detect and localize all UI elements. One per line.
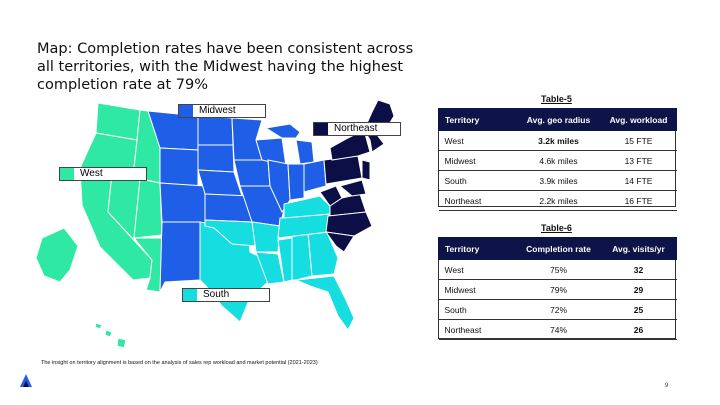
- table-cell: 15 FTE: [600, 130, 677, 151]
- table-cell: 32: [600, 259, 677, 280]
- table-cell: Midwest: [438, 279, 517, 300]
- state-ia: [233, 159, 271, 187]
- table6-caption: Table-6: [541, 223, 572, 233]
- table-cell: Midwest: [438, 150, 517, 171]
- table5-header: Avg. geo radius: [516, 108, 601, 131]
- northeast-region: [319, 99, 395, 253]
- table5-header: Avg. workload: [600, 108, 677, 131]
- table-cell: 25: [600, 299, 677, 320]
- legend-northeast: Northeast: [313, 122, 401, 136]
- state-fl: [294, 275, 355, 331]
- state-sd: [197, 144, 235, 173]
- state-ny: [329, 129, 371, 161]
- state-ne: [197, 169, 243, 197]
- state-nc: [325, 211, 373, 237]
- table-cell: 13 FTE: [600, 150, 677, 171]
- legend-south-label: South: [203, 289, 230, 300]
- legend-midwest-label: Midwest: [199, 105, 236, 116]
- table-cell: 75%: [516, 259, 601, 280]
- legend-south: South: [182, 288, 270, 302]
- state-wy: [159, 147, 199, 187]
- legend-west: West: [59, 167, 147, 181]
- table-cell: 3.2k miles: [516, 130, 601, 151]
- table5: Territory Avg. geo radius Avg. workload …: [438, 108, 677, 211]
- table-row: West 3.2k miles 15 FTE: [438, 130, 677, 151]
- state-sc: [324, 231, 355, 253]
- table-cell: 26: [600, 319, 677, 340]
- table-cell: Northeast: [438, 190, 517, 211]
- table-cell: 72%: [516, 299, 601, 320]
- state-nd: [197, 115, 234, 146]
- legend-northeast-label: Northeast: [334, 123, 378, 134]
- northeast-swatch: [314, 123, 328, 135]
- table-cell: West: [438, 130, 517, 151]
- state-va: [329, 193, 367, 217]
- table-row: Midwest 4.6k miles 13 FTE: [438, 150, 677, 171]
- table-row: West 75% 32: [438, 259, 677, 280]
- state-mn: [231, 117, 263, 161]
- table-cell: 74%: [516, 319, 601, 340]
- state-co: [159, 182, 206, 226]
- table-cell: South: [438, 170, 517, 191]
- table5-caption: Table-5: [541, 94, 572, 104]
- midwest-region: [147, 110, 327, 293]
- state-md: [338, 179, 367, 197]
- table6-header: Avg. visits/yr: [600, 237, 677, 260]
- table-cell: 4.6k miles: [516, 150, 601, 171]
- table-cell: South: [438, 299, 517, 320]
- table6-header: Completion rate: [516, 237, 601, 260]
- table-cell: 3.9k miles: [516, 170, 601, 191]
- table-row: Northeast 2.2k miles 16 FTE: [438, 190, 677, 211]
- midwest-swatch: [179, 105, 193, 117]
- west-swatch: [60, 168, 74, 180]
- state-oh: [303, 159, 327, 193]
- table-cell: Northeast: [438, 319, 517, 340]
- table-row: South 72% 25: [438, 299, 677, 320]
- table-cell: 16 FTE: [600, 190, 677, 211]
- page-number: 9: [665, 383, 669, 389]
- south-swatch: [183, 289, 197, 301]
- state-ak: [35, 227, 79, 283]
- west-region: [35, 102, 163, 349]
- table-cell: 14 FTE: [600, 170, 677, 191]
- state-nm: [159, 221, 201, 293]
- table-row: South 3.9k miles 14 FTE: [438, 170, 677, 191]
- state-ar: [251, 221, 281, 253]
- legend-midwest: Midwest: [178, 104, 266, 118]
- state-la: [255, 251, 285, 285]
- state-pa: [323, 155, 363, 185]
- state-hi: [94, 322, 127, 349]
- legend-west-label: West: [80, 168, 103, 179]
- company-logo-icon: [20, 374, 32, 387]
- table-row: Northeast 74% 26: [438, 319, 677, 340]
- footnote: The insight on territory alignment is ba…: [41, 360, 318, 366]
- state-in: [287, 163, 305, 201]
- table-cell: 79%: [516, 279, 601, 300]
- table-row: Midwest 79% 29: [438, 279, 677, 300]
- table-cell: 29: [600, 279, 677, 300]
- table6-header: Territory: [438, 237, 517, 260]
- table5-header: Territory: [438, 108, 517, 131]
- state-nj: [361, 159, 371, 181]
- slide-title: Map: Completion rates have been consiste…: [37, 41, 414, 93]
- table-cell: West: [438, 259, 517, 280]
- table6: Territory Completion rate Avg. visits/yr…: [438, 237, 677, 340]
- table-cell: 2.2k miles: [516, 190, 601, 211]
